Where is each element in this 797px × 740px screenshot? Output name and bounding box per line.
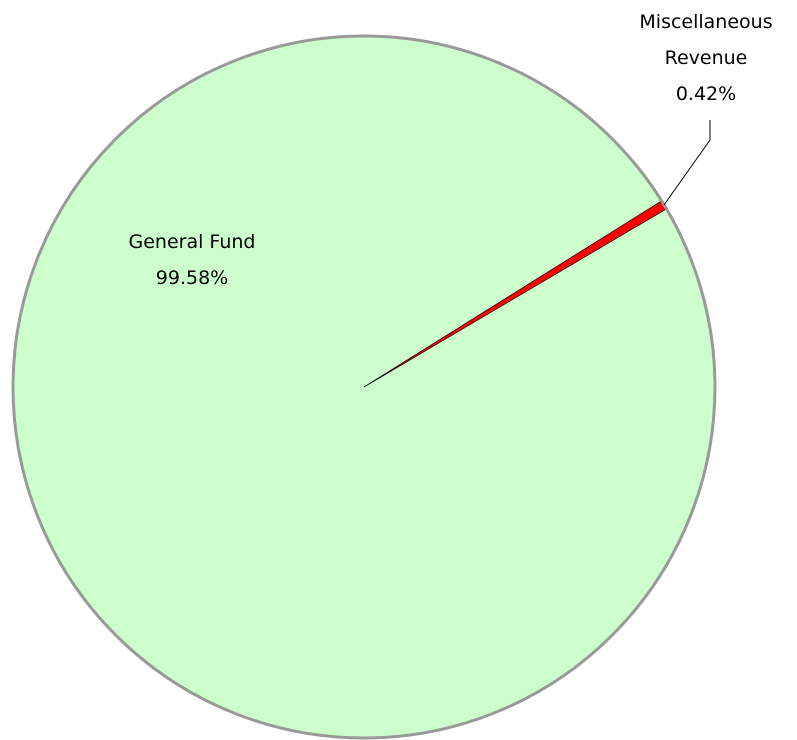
slice-value: 99.58% <box>155 267 229 289</box>
pie-border <box>11 34 717 740</box>
slice-label: Miscellaneous Revenue 0.42% <box>621 4 791 112</box>
slice-name: General Fund <box>128 231 256 253</box>
slice-name: Miscellaneous Revenue <box>639 11 773 69</box>
slice-value: 0.42% <box>675 83 737 105</box>
slice-label: General Fund 99.58% <box>92 224 292 296</box>
leader-line <box>663 120 711 206</box>
